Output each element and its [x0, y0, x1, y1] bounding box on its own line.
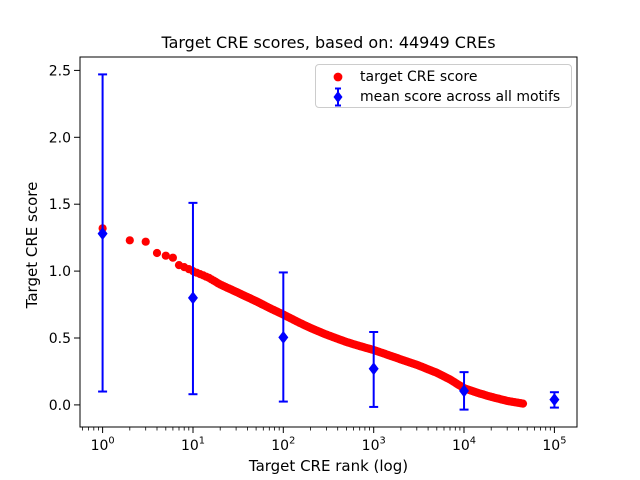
y-tick-label: 2.5 [49, 63, 71, 79]
red-dot-icon [316, 71, 360, 83]
errorbar-point [278, 271, 289, 403]
errorbar-point [97, 73, 108, 393]
y-tick-label: 0.5 [49, 331, 71, 347]
x-tick-label: 104 [452, 436, 476, 455]
y-tick-label: 2.0 [49, 130, 71, 146]
scatter-point [125, 236, 134, 245]
x-tick-label: 100 [91, 436, 115, 455]
y-tick-label: 0.0 [49, 398, 71, 414]
x-tick-label: 102 [271, 436, 295, 455]
errorbar-series-mean-score [97, 73, 560, 411]
legend-label: mean score across all motifs [360, 89, 561, 105]
scatter-point [518, 399, 528, 408]
errorbar-point [549, 391, 560, 409]
x-minor-ticks [82, 427, 551, 431]
scatter-series-target-cre-score [98, 224, 528, 408]
legend-entry-target-cre-score: target CRE score [316, 67, 571, 87]
blue-diamond-errorbar-icon [316, 87, 360, 107]
y-tick-label: 1.0 [49, 264, 71, 280]
scatter-point [152, 248, 162, 258]
y-tick-label: 1.5 [49, 197, 71, 213]
legend: target CRE score mean score across all m… [315, 64, 572, 108]
x-tick-label: 105 [542, 436, 566, 455]
scatter-point [161, 251, 170, 260]
errorbar-point [368, 330, 379, 408]
x-axis-ticks: 100 101 102 103 104 105 [91, 427, 566, 455]
y-axis-label: Target CRE score [23, 181, 41, 309]
legend-entry-mean-score: mean score across all motifs [316, 87, 571, 107]
errorbar-point [459, 371, 470, 411]
scatter-point [141, 237, 150, 246]
plot-border [79, 56, 578, 428]
x-tick-label: 103 [362, 436, 386, 455]
x-axis-label: Target CRE rank (log) [248, 457, 409, 475]
scatter-point [168, 253, 177, 262]
y-axis-ticks: 0.0 0.5 1.0 1.5 2.0 2.5 [49, 63, 80, 414]
chart-title: Target CRE scores, based on: 44949 CREs [161, 33, 496, 52]
x-tick-label: 101 [181, 436, 205, 455]
legend-label: target CRE score [360, 69, 478, 85]
errorbar-point [187, 201, 198, 396]
